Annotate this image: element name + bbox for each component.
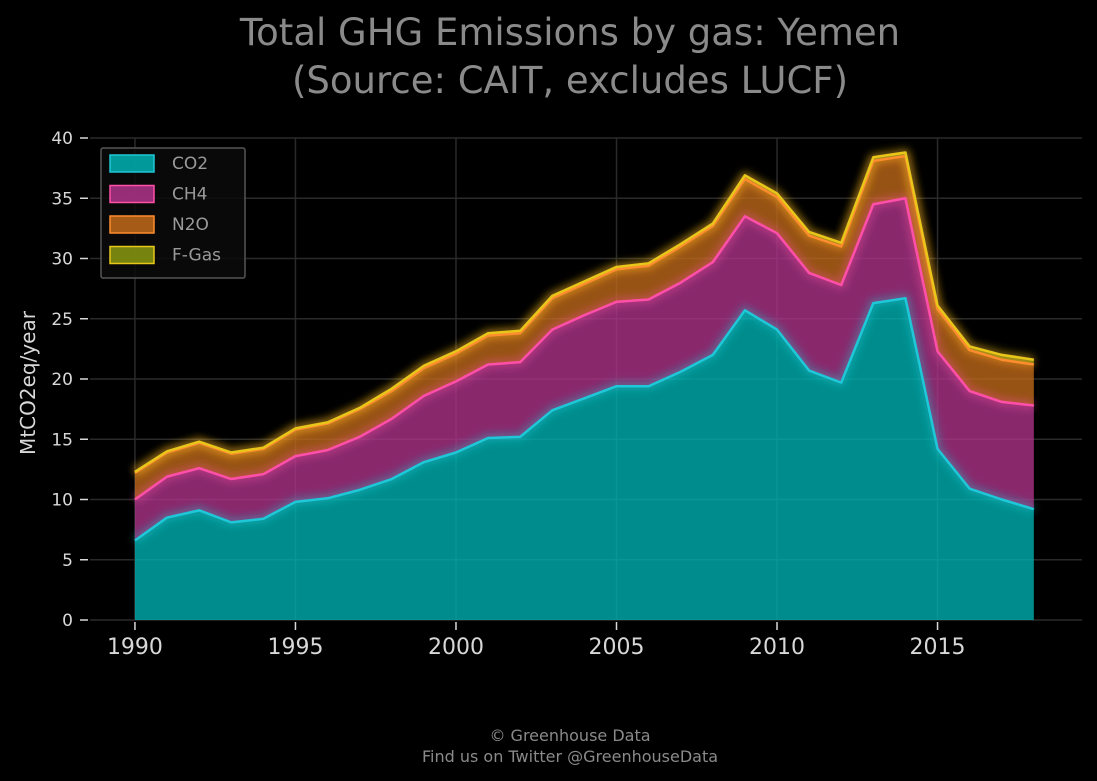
x-tick-label: 1995	[267, 635, 323, 660]
x-tick-label: 2005	[588, 635, 644, 660]
legend-swatch-ch4	[109, 184, 155, 204]
legend-label-co2: CO2	[172, 154, 208, 174]
y-tick-label: 35	[51, 189, 73, 209]
legend-label-n2o: N2O	[172, 215, 209, 235]
legend-swatch-n2o	[109, 215, 155, 234]
legend-label-f-gas: F-Gas	[172, 246, 221, 266]
y-tick-label: 20	[51, 370, 73, 390]
chart-title-line-2: (Source: CAIT, excludes LUCF)	[292, 59, 848, 102]
legend-swatch-co2	[109, 154, 155, 173]
line-ch4	[134, 197, 1034, 501]
x-tick-label: 2010	[749, 635, 805, 660]
plot-areas	[134, 152, 1034, 620]
y-tick-label: 10	[51, 491, 73, 511]
x-tick-label: 2000	[428, 635, 484, 660]
chart-title-line-1: Total GHG Emissions by gas: Yemen	[239, 11, 900, 54]
legend-swatch-f-gas	[109, 245, 155, 265]
area-ch4	[134, 198, 1034, 541]
line-co2	[134, 297, 1035, 542]
x-tick-label: 1990	[107, 635, 163, 660]
footer-copyright: © Greenhouse Data	[489, 726, 650, 745]
y-tick-label: 0	[62, 611, 73, 631]
x-tick-label: 2015	[910, 635, 966, 660]
footer-twitter: Find us on Twitter @GreenhouseData	[422, 747, 718, 766]
y-tick-label: 30	[51, 250, 73, 270]
legend-box	[100, 147, 246, 279]
line-f-gas	[134, 151, 1035, 473]
y-tick-label: 5	[62, 551, 73, 571]
legend-label-ch4: CH4	[172, 185, 207, 205]
plot-lines	[134, 151, 1035, 542]
y-tick-label: 40	[51, 129, 73, 149]
y-tick-label: 25	[51, 310, 73, 330]
y-tick-label: 15	[51, 430, 73, 450]
legend: CO2 CH4 N2O F-Gas	[100, 147, 246, 279]
axes: 0 5 10 15 20 25 30 35 40 1990 1995 2000 2005 2010 2015	[51, 129, 965, 660]
area-co2	[134, 298, 1034, 620]
y-axis-label: MtCO2eq/year	[16, 310, 40, 455]
